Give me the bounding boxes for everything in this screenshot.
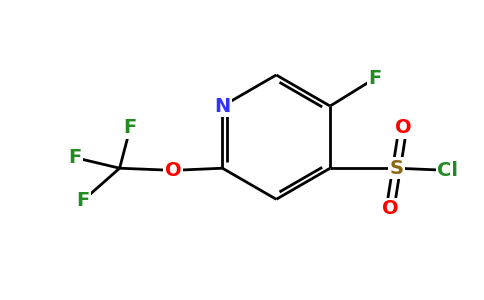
Text: F: F bbox=[368, 69, 382, 88]
Text: F: F bbox=[76, 191, 90, 210]
Text: O: O bbox=[394, 118, 411, 137]
Text: O: O bbox=[382, 200, 398, 218]
Text: F: F bbox=[124, 118, 137, 137]
Text: S: S bbox=[390, 159, 404, 178]
Text: F: F bbox=[68, 148, 81, 167]
Text: Cl: Cl bbox=[438, 161, 458, 180]
Text: O: O bbox=[165, 161, 182, 180]
Text: N: N bbox=[214, 97, 230, 116]
